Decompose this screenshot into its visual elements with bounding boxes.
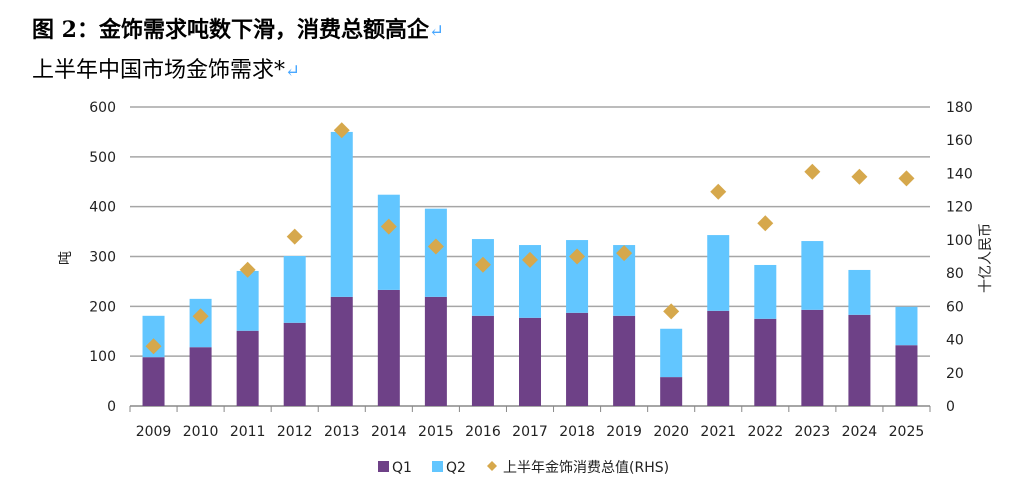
y-right-tick-label: 20 xyxy=(946,366,964,382)
bar-q2 xyxy=(707,235,730,311)
rhs-point xyxy=(286,228,303,245)
y-right-tick-label: 140 xyxy=(946,166,973,182)
rhs-point xyxy=(145,338,162,355)
rhs-point xyxy=(710,183,727,200)
y-right-tick-label: 180 xyxy=(946,100,973,116)
rhs-point xyxy=(616,245,633,262)
x-tick-label: 2018 xyxy=(559,424,595,440)
bar-q2 xyxy=(754,264,777,319)
rhs-point xyxy=(474,256,491,273)
x-tick-label: 2015 xyxy=(418,424,454,440)
bar-q2 xyxy=(519,245,541,318)
rhs-point xyxy=(663,303,680,320)
bar-q1 xyxy=(424,296,447,406)
bar-q1 xyxy=(660,377,683,406)
rhs-point xyxy=(333,122,350,139)
x-tick-label: 2014 xyxy=(371,424,407,440)
rhs-point xyxy=(192,308,209,325)
bar-q1 xyxy=(754,318,777,406)
x-tick-label: 2022 xyxy=(747,424,783,440)
y-tick-label: 500 xyxy=(89,150,116,166)
legend-swatch-rhs xyxy=(487,461,497,471)
x-tick-label: 2011 xyxy=(230,424,266,440)
rhs-point xyxy=(898,170,915,187)
legend-swatch-q1 xyxy=(378,461,389,472)
bar-q2 xyxy=(377,194,400,290)
y-tick-label: 200 xyxy=(89,299,116,315)
y-right-tick-label: 80 xyxy=(946,266,964,282)
rhs-point xyxy=(851,168,868,185)
x-tick-label: 2020 xyxy=(653,424,689,440)
y-right-tick-label: 100 xyxy=(946,233,973,249)
x-tick-label: 2013 xyxy=(324,424,360,440)
bar-q2 xyxy=(848,269,871,315)
bar-q1 xyxy=(613,315,636,406)
rhs-point xyxy=(569,248,586,265)
x-tick-label: 2019 xyxy=(606,424,642,440)
bar-q1 xyxy=(801,309,824,406)
y-tick-label: 300 xyxy=(89,250,116,266)
bar-q1 xyxy=(330,296,353,406)
x-tick-label: 2009 xyxy=(136,424,172,440)
x-tick-label: 2025 xyxy=(889,424,925,440)
bar-q1 xyxy=(142,357,165,406)
y-tick-label: 0 xyxy=(107,399,116,415)
x-tick-label: 2010 xyxy=(183,424,219,440)
bar-q2 xyxy=(283,256,306,323)
x-tick-label: 2016 xyxy=(465,424,501,440)
legend-label-q2: Q2 xyxy=(446,460,466,476)
rhs-point xyxy=(239,261,256,278)
bar-q1 xyxy=(707,310,730,406)
bar-q2 xyxy=(613,245,636,316)
x-tick-label: 2023 xyxy=(795,424,831,440)
legend-swatch-q2 xyxy=(432,461,443,472)
rhs-point xyxy=(380,218,397,235)
legend-label-q1: Q1 xyxy=(392,460,412,476)
bar-q1 xyxy=(189,347,212,406)
bar-q2 xyxy=(471,239,494,316)
bar-q2 xyxy=(330,131,353,297)
x-tick-label: 2012 xyxy=(277,424,313,440)
rhs-point xyxy=(757,215,774,232)
figure-title: 图 2：金饰需求吨数下滑，消费总额高企↵ xyxy=(32,17,445,43)
bar-q1 xyxy=(236,330,259,406)
bar-q1 xyxy=(283,322,306,406)
chart-subtitle: 上半年中国市场金饰需求*↵ xyxy=(32,58,301,83)
y-right-tick-label: 120 xyxy=(946,200,973,216)
y-right-tick-label: 40 xyxy=(946,333,964,349)
bar-q1 xyxy=(895,345,918,406)
bar-q2 xyxy=(236,270,259,331)
bar-q2 xyxy=(801,241,824,310)
y-tick-label: 400 xyxy=(89,200,116,216)
bar-q1 xyxy=(519,317,541,406)
y-tick-label: 100 xyxy=(89,349,116,365)
y-right-tick-label: 0 xyxy=(946,399,955,415)
y-right-tick-label: 160 xyxy=(946,133,973,149)
x-tick-label: 2024 xyxy=(842,424,878,440)
bar-q2 xyxy=(660,328,683,378)
y-right-axis-label: 十亿人民币 xyxy=(978,223,994,293)
y-axis-label: 吨 xyxy=(58,251,74,265)
rhs-point xyxy=(427,238,444,255)
rhs-point xyxy=(522,251,538,268)
y-right-tick-label: 60 xyxy=(946,299,964,315)
bar-q1 xyxy=(471,315,494,406)
bar-q2 xyxy=(895,306,918,346)
bar-q1 xyxy=(848,314,871,406)
x-tick-label: 2021 xyxy=(700,424,736,440)
legend-label-rhs: 上半年金饰消费总值(RHS) xyxy=(503,460,669,476)
x-tick-label: 2017 xyxy=(512,424,548,440)
y-tick-label: 600 xyxy=(89,100,116,116)
bar-q1 xyxy=(377,289,400,406)
rhs-point xyxy=(804,163,821,180)
bar-q1 xyxy=(566,312,589,406)
